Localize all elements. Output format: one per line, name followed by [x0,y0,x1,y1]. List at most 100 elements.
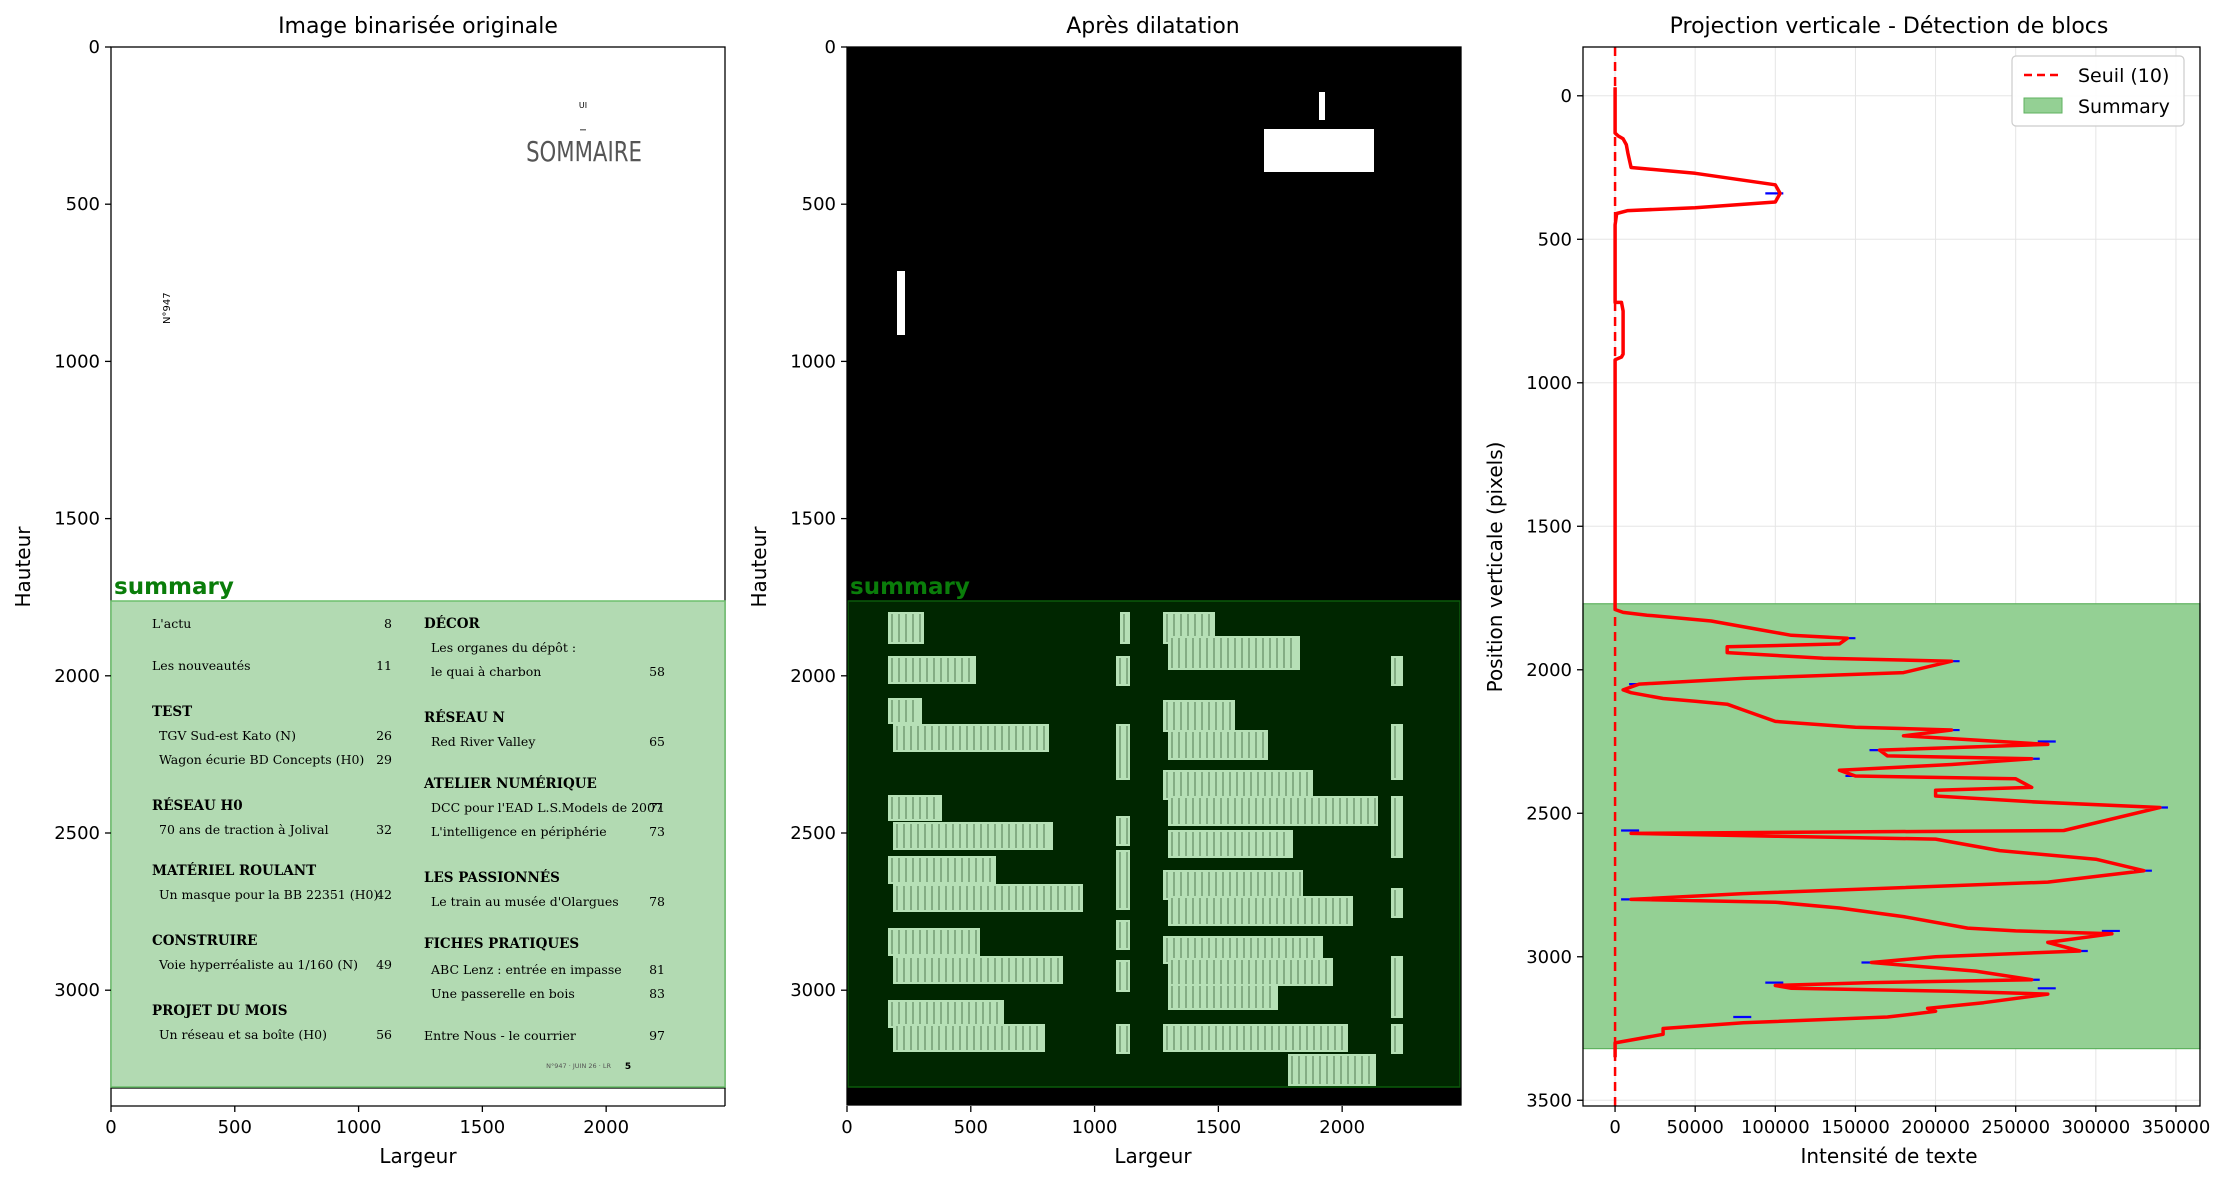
projection-ytick-label: 1500 [1526,516,1572,537]
text-blob [1168,896,1353,926]
legend-region-label: Summary [2078,96,2170,118]
toc-section: ATELIER NUMÉRIQUE [423,776,597,792]
panel-title-dilated: Après dilatation [1066,14,1240,39]
original-ytick-label: 1500 [54,509,100,530]
dilated-image-frame [846,46,1462,1106]
toc-item: Le train au musée d'Olargues [431,894,619,909]
toc-item: L'intelligence en périphérie [431,824,607,839]
dilated-ytick-label: 2500 [790,823,836,844]
dilated-axes: 0 500 1000 1500 2000 0 500 1000 1500 2000 2500 3000 [790,37,1462,1138]
toc-item: Wagon écurie BD Concepts (H0) [159,752,364,767]
projection-xtick-label: 0 [1609,1117,1620,1138]
toc-section: MATÉRIEL ROULANT [152,863,316,879]
toc-item: Voie hyperréaliste au 1/160 (N) [158,957,358,972]
blob-side-text [897,271,905,335]
toc-page: 97 [649,1028,665,1043]
text-blob [1391,956,1403,1018]
toc-item: ABC Lenz : entrée en impasse [430,962,622,977]
text-blob [893,956,1063,984]
text-blob [1163,770,1313,800]
dilated-ytick-label: 3000 [790,980,836,1001]
toc-section: RÉSEAU N [424,710,505,726]
original-xtick-label: 1500 [459,1117,505,1138]
text-blob [1120,612,1130,644]
projection-plot [1582,47,2201,1106]
toc-item: Un masque pour la BB 22351 (H0) [159,887,378,902]
toc-section: TEST [152,704,192,720]
projection-ytick-label: 2500 [1526,803,1572,824]
projection-curve [1613,87,2162,1058]
original-ytick-label: 1000 [54,351,100,372]
text-blob [1391,1024,1403,1054]
original-ytick-label: 2500 [54,823,100,844]
original-xtick-label: 0 [105,1117,116,1138]
dilated-ytick-label: 1500 [790,509,836,530]
doc-mark-dash [580,129,586,131]
toc-page: 65 [649,734,665,749]
xlabel-projection: Intensité de texte [1800,1144,1977,1168]
text-blob [888,856,996,884]
projection-xtick-label: 350000 [2142,1117,2211,1138]
toc-page: 26 [376,728,392,743]
projection-ytick-label: 2000 [1526,660,1572,681]
toc-item: Les organes du dépôt : [431,640,576,655]
toc-section: FICHES PRATIQUES [424,936,579,952]
toc-section: CONSTRUIRE [152,933,257,949]
dilated-ytick-label: 500 [802,194,836,215]
text-blob [893,1024,1045,1052]
xlabel-dilated: Largeur [1114,1144,1192,1168]
dilated-xtick-label: 0 [841,1117,852,1138]
text-blob [1391,724,1403,780]
toc-page: 71 [649,800,665,815]
toc-section: RÉSEAU H0 [152,798,243,814]
projection-axes: 0 50000 100000 150000 200000 250000 300000 3500… [1526,46,2211,1138]
text-blob [893,724,1049,752]
panel-title-projection: Projection verticale - Détection de bloc… [1670,14,2109,39]
original-ytick-label: 0 [89,37,100,58]
dilated-xtick-label: 500 [954,1117,988,1138]
text-blob [1288,1054,1376,1086]
toc-page: 81 [649,962,665,977]
toc-page: 78 [649,894,665,909]
summary-region-original [110,600,726,1088]
text-blob [1116,850,1130,910]
table-of-contents: L'actu 8 Les nouveautés 11 TEST TGV Sud-est K… [152,616,665,1043]
doc-footer-page: 5 [625,1062,631,1072]
original-image: UI SOMMAIRE N°947 summary L'actu 8 Les nou… [110,46,726,1089]
blob-top-mark [1319,92,1325,120]
toc-page: 56 [376,1027,392,1042]
legend-threshold-label: Seuil (10) [2078,65,2169,87]
ylabel-original: Hauteur [11,526,35,608]
toc-item: L'actu [152,616,191,631]
text-blob [1116,960,1130,992]
dilated-image: summary [847,47,1461,1105]
text-blob [888,1000,1004,1028]
text-blob [1163,1024,1348,1052]
text-blob [1391,796,1403,858]
doc-heading: SOMMAIRE [526,135,642,167]
dilated-ytick-label: 1000 [790,351,836,372]
original-ytick-label: 500 [66,194,100,215]
panel-dilated: Après dilatation summary 0 500 1000 1500 200… [747,14,1462,1168]
text-blob [1168,730,1268,760]
text-blob [1163,870,1303,900]
doc-top-mark: UI [579,101,587,110]
dilated-ytick-label: 0 [825,37,836,58]
text-blob [888,698,922,724]
projection-xtick-label: 150000 [1821,1117,1890,1138]
panel-original: Image binarisée originale UI SOMMAIRE N°… [11,14,726,1168]
projection-ytick-label: 0 [1561,86,1572,107]
toc-item: Entre Nous - le courrier [424,1028,576,1043]
text-blob [1116,920,1130,950]
text-blob [1168,796,1378,826]
toc-item: Un réseau et sa boîte (H0) [159,1027,327,1042]
toc-item: Les nouveautés [152,658,251,673]
toc-page: 8 [384,616,392,631]
toc-page: 49 [376,957,392,972]
legend-region-swatch [2023,97,2063,114]
original-xtick-label: 500 [218,1117,252,1138]
blob-heading [1264,129,1374,172]
ylabel-dilated: Hauteur [747,526,771,608]
text-blob [1116,1024,1130,1054]
text-blob [1168,830,1293,858]
